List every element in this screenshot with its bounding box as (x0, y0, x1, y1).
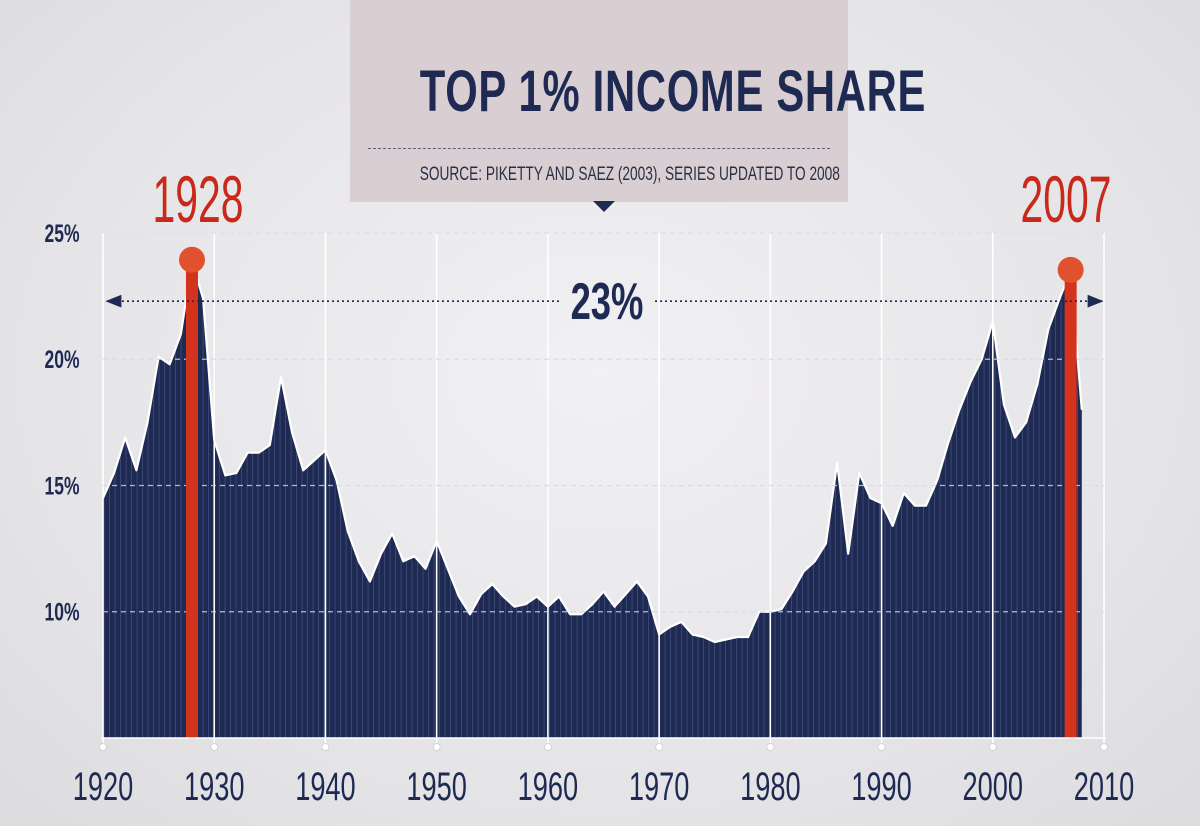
x-tick-label-1990: 1990 (851, 765, 911, 809)
income-share-area (103, 260, 1082, 738)
x-tick-label-1970: 1970 (629, 765, 689, 809)
y-tick-label-10: 10% (44, 598, 79, 627)
x-tick-label-1930: 1930 (184, 765, 244, 809)
x-tick-label-1950: 1950 (406, 765, 466, 809)
x-tick-dot-1930 (210, 743, 219, 751)
highlight-bar-2007 (1064, 270, 1077, 738)
area-layer (101, 259, 1083, 738)
x-tick-label-1920: 1920 (73, 765, 133, 809)
income-share-line (101, 259, 1083, 644)
x-tick-label-1940: 1940 (295, 765, 355, 809)
horizontal-gridline-overlay (103, 232, 1104, 613)
title-panel (350, 0, 848, 202)
highlight-year-label-2007: 2007 (1020, 162, 1111, 237)
x-tick-dot-2010 (1100, 743, 1108, 751)
x-tick-dot-1950 (432, 743, 441, 751)
x-tick-dot-1940 (321, 743, 330, 751)
x-tick-label-2010: 2010 (1074, 765, 1134, 809)
x-tick-dot-2000 (988, 743, 997, 751)
axis-layer: 1920 1930 1940 1950 1960 1970 1980 1990 2000 2010… (44, 219, 1134, 810)
y-tick-label-25: 25% (44, 219, 79, 248)
highlight-dot-2007 (1057, 256, 1084, 283)
x-tick-label-2000: 2000 (963, 765, 1023, 809)
chart-subtitle: SOURCE: PIKETTY AND SAEZ (2003), SERIES … (419, 164, 840, 185)
x-tick-label-1960: 1960 (518, 765, 578, 809)
x-tick-dot-1970 (655, 743, 664, 751)
y-tick-label-15: 15% (44, 471, 79, 500)
highlight-year-label-1928: 1928 (152, 162, 243, 237)
title-pointer-icon (593, 201, 615, 212)
x-tick-dot-1920 (99, 743, 107, 751)
highlight-dot-1928 (178, 246, 205, 273)
highlight-bar-1928 (185, 260, 198, 738)
title-divider (368, 148, 830, 149)
x-tick-dot-1960 (543, 743, 552, 751)
x-tick-label-1980: 1980 (740, 765, 800, 809)
annotation-label: 23% (571, 272, 644, 331)
x-tick-dot-1990 (877, 743, 886, 751)
y-tick-label-20: 20% (44, 345, 79, 374)
annotation-layer: 23% (105, 272, 1104, 331)
highlight-layer: 1928 2007 (152, 162, 1112, 738)
x-tick-dot-1980 (766, 743, 775, 751)
vertical-gridline-layer (102, 233, 1105, 746)
